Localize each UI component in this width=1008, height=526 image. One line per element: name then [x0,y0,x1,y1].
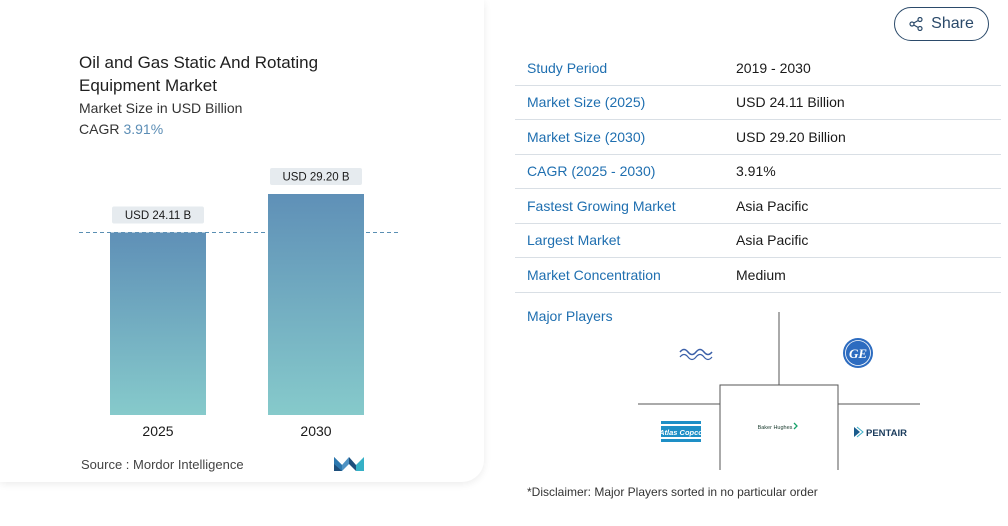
data-label-badge [112,206,204,224]
info-key: Market Size (2025) [527,94,646,111]
cagr-value: 3.91% [123,121,164,137]
data-label: USD 24.11 B [125,210,192,222]
info-row: Market Concentration Medium [515,258,1001,293]
info-value: Asia Pacific [736,197,809,214]
chart-card: Oil and Gas Static And Rotating Equipmen… [0,0,484,482]
atlas-copco-logo-text: Atlas Copco [658,428,703,437]
alfa-laval-logo-icon [679,348,713,361]
baker-hughes-logo-icon: Baker Hughes [758,422,798,431]
bar [268,194,364,415]
data-label-badge [270,168,362,185]
center-box [719,384,839,470]
pentair-logo-icon: PENTAIR [854,426,907,439]
info-row: Market Size (2030) USD 29.20 Billion [515,120,1001,155]
atlas-copco-logo-icon: Atlas Copco [658,421,703,442]
info-key: Largest Market [527,232,621,249]
info-key: Fastest Growing Market [527,197,676,214]
info-row: Market Size (2025) USD 24.11 Billion [515,86,1001,120]
info-key: CAGR (2025 - 2030) [527,163,656,180]
share-label: Share [931,15,974,32]
bar [110,232,206,415]
info-value: 2019 - 2030 [736,59,811,76]
info-row: Study Period 2019 - 2030 [515,51,1001,86]
source-text: Source : Mordor Intelligence [81,457,244,472]
disclaimer-text: *Disclaimer: Major Players sorted in no … [527,485,818,499]
pentair-logo-text: PENTAIR [866,428,907,439]
info-value: USD 24.11 Billion [736,94,845,111]
data-label: USD 29.20 B [282,172,349,184]
info-key: Study Period [527,59,608,76]
info-value: Medium [736,266,786,283]
info-value: 3.91% [736,163,776,180]
baker-hughes-logo-text: Baker Hughes [758,425,793,431]
major-players-label: Major Players [527,308,613,324]
ge-logo-icon: GE [843,338,873,368]
market-info-table: Study Period 2019 - 2030 Market Size (202… [515,51,1001,293]
major-players-quadrant: GE Atlas Copco Baker Hughes PENTAIR [638,312,920,470]
x-tick-label: 2025 [142,423,173,439]
x-tick-label: 2030 [300,423,331,439]
info-key: Market Concentration [527,266,661,283]
info-value: USD 29.20 Billion [736,128,846,145]
info-key: Market Size (2030) [527,128,646,145]
mordor-logo-icon [334,457,364,471]
chart-title: Oil and Gas Static And Rotating Equipmen… [79,53,319,95]
cagr-line: CAGR 3.91% [79,121,163,137]
svg-text:GE: GE [849,346,867,361]
share-button[interactable]: Share [894,7,989,41]
info-row: Fastest Growing Market Asia Pacific [515,189,1001,224]
info-row: Largest Market Asia Pacific [515,224,1001,258]
chart-subtitle: Market Size in USD Billion [79,100,243,116]
cagr-label: CAGR [79,121,120,137]
info-row: CAGR (2025 - 2030) 3.91% [515,155,1001,189]
info-value: Asia Pacific [736,232,809,249]
share-icon [909,17,923,31]
bar-chart: USD 24.11 B 2025 USD 29.20 B 2030 [79,168,398,439]
